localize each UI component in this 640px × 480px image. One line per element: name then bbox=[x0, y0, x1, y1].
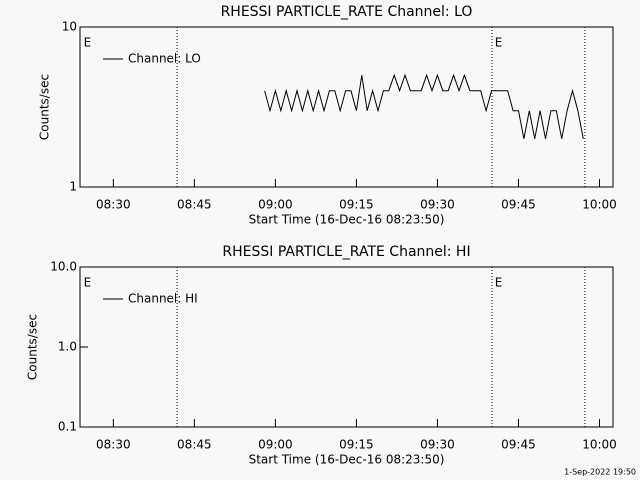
x-tick-label: 09:45 bbox=[501, 198, 536, 212]
y-tick-label: 1.0 bbox=[58, 340, 77, 354]
y-axis-label: Counts/sec bbox=[38, 74, 52, 140]
x-tick-label: 08:30 bbox=[96, 198, 131, 212]
event-label: E bbox=[84, 36, 92, 50]
y-tick-label: 10.0 bbox=[50, 260, 77, 274]
legend-label: Channel: HI bbox=[128, 292, 198, 306]
x-tick-label: 09:00 bbox=[258, 438, 293, 452]
x-tick-label: 08:30 bbox=[96, 438, 131, 452]
x-tick-label: 09:00 bbox=[258, 198, 293, 212]
y-tick-label: 10 bbox=[62, 20, 77, 34]
x-axis-label: Start Time (16-Dec-16 08:23:50) bbox=[249, 453, 445, 467]
chart-title: RHESSI PARTICLE_RATE Channel: HI bbox=[222, 244, 470, 260]
x-tick-label: 10:00 bbox=[582, 198, 617, 212]
chart-title: RHESSI PARTICLE_RATE Channel: LO bbox=[221, 4, 473, 20]
footer: 1-Sep-2022 19:50 bbox=[564, 468, 636, 477]
event-label: E bbox=[495, 36, 503, 50]
x-tick-label: 09:30 bbox=[420, 438, 455, 452]
y-tick-label: 0.1 bbox=[58, 420, 77, 434]
y-axis-label: Counts/sec bbox=[26, 314, 40, 380]
x-axis-label: Start Time (16-Dec-16 08:23:50) bbox=[249, 213, 445, 227]
x-tick-label: 08:45 bbox=[177, 438, 212, 452]
legend-label: Channel: LO bbox=[128, 52, 201, 66]
plot-frame bbox=[79, 26, 614, 188]
x-tick-label: 09:45 bbox=[501, 438, 536, 452]
x-tick-label: 09:15 bbox=[339, 438, 374, 452]
y-tick-label: 1 bbox=[69, 180, 77, 194]
x-tick-label: 09:30 bbox=[420, 198, 455, 212]
x-tick-label: 10:00 bbox=[582, 438, 617, 452]
x-tick-label: 08:45 bbox=[177, 198, 212, 212]
event-label: E bbox=[495, 276, 503, 290]
data-line bbox=[264, 73, 584, 139]
event-label: E bbox=[84, 276, 92, 290]
x-tick-label: 09:15 bbox=[339, 198, 374, 212]
